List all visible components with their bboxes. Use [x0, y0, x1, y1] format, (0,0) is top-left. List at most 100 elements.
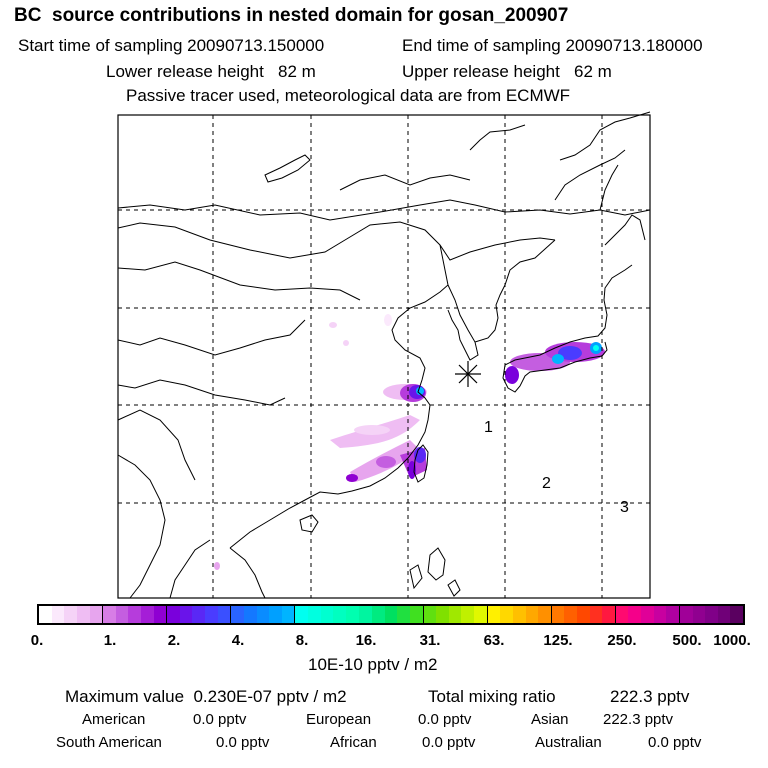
- color-swatch: [217, 606, 231, 623]
- color-swatch: [140, 606, 154, 623]
- color-segment: [231, 606, 296, 623]
- scale-tick: 63.: [483, 632, 505, 649]
- color-swatch: [269, 606, 282, 623]
- map-frame: [117, 114, 651, 599]
- color-swatch: [551, 606, 565, 623]
- color-segment: [423, 606, 488, 623]
- marker-3: 3: [620, 499, 629, 516]
- color-swatch: [615, 606, 629, 623]
- color-swatch: [436, 606, 449, 623]
- scale-tick: 1000.: [713, 632, 751, 649]
- region-name: European: [306, 711, 372, 728]
- color-segment: [39, 606, 104, 623]
- scale-tick: 31.: [419, 632, 441, 649]
- color-swatch: [115, 606, 129, 623]
- color-swatch: [577, 606, 590, 623]
- color-scale-bar: [37, 604, 745, 625]
- lower-release-height: Lower release height 82 m: [106, 62, 316, 81]
- color-segment: [615, 606, 680, 623]
- color-swatch: [256, 606, 270, 623]
- marker-2: 2: [542, 475, 551, 492]
- color-swatch: [281, 606, 295, 623]
- color-swatch: [500, 606, 513, 623]
- color-swatch: [564, 606, 577, 623]
- color-swatch: [705, 606, 718, 623]
- plume-field: [214, 314, 605, 570]
- scale-tick: 2.: [167, 632, 181, 649]
- color-swatch: [359, 606, 373, 623]
- lat-lon-grid: [118, 115, 650, 598]
- color-swatch: [666, 606, 679, 623]
- color-swatch: [628, 606, 642, 623]
- color-swatch: [602, 606, 615, 623]
- color-swatch: [103, 606, 116, 623]
- color-swatch: [717, 606, 731, 623]
- color-segment: [167, 606, 232, 623]
- color-segment: [679, 606, 744, 623]
- color-swatch: [679, 606, 693, 623]
- color-swatch: [474, 606, 487, 623]
- color-segment: [103, 606, 168, 623]
- color-swatch: [372, 606, 385, 623]
- scale-tick: 500.: [672, 632, 702, 649]
- page-title: BC source contributions in nested domain…: [14, 5, 569, 26]
- scale-tick: 125.: [543, 632, 573, 649]
- color-swatch: [295, 606, 308, 623]
- sampling-end-label: End time of sampling 20090713.180000: [402, 36, 703, 55]
- color-swatch: [409, 606, 423, 623]
- color-swatch: [231, 606, 244, 623]
- color-swatch: [192, 606, 206, 623]
- color-swatch: [128, 606, 141, 623]
- color-swatch: [64, 606, 77, 623]
- color-swatch: [641, 606, 654, 623]
- color-swatch: [730, 606, 744, 623]
- region-value: 222.3 pptv: [603, 711, 674, 728]
- color-swatch: [308, 606, 321, 623]
- scale-tick: 8.: [295, 632, 309, 649]
- color-swatch: [692, 606, 706, 623]
- color-swatch: [589, 606, 603, 623]
- region-name: Asian: [531, 711, 569, 728]
- marker-1: 1: [484, 419, 493, 436]
- color-segment: [487, 606, 552, 623]
- region-name: South American: [56, 734, 162, 751]
- color-segment: [551, 606, 616, 623]
- region-value: 0.0 pptv: [418, 711, 472, 728]
- color-swatch: [205, 606, 218, 623]
- color-swatch: [345, 606, 359, 623]
- region-value: 0.0 pptv: [422, 734, 476, 751]
- tracer-info: Passive tracer used, meteorological data…: [126, 86, 571, 105]
- color-swatch: [89, 606, 103, 623]
- color-swatch: [538, 606, 551, 623]
- color-swatch: [525, 606, 539, 623]
- color-swatch: [653, 606, 667, 623]
- color-swatch: [333, 606, 346, 623]
- release-site-star: [455, 361, 481, 387]
- max-value-label: Maximum value 0.230E-07 pptv / m2: [65, 687, 347, 706]
- region-name: African: [330, 734, 377, 751]
- scale-tick: 4.: [231, 632, 245, 649]
- color-swatch: [448, 606, 462, 623]
- color-segment: [295, 606, 360, 623]
- region-name: Australian: [535, 734, 602, 751]
- color-swatch: [423, 606, 437, 623]
- region-value: 0.0 pptv: [193, 711, 247, 728]
- total-mixing-value: 222.3 pptv: [610, 687, 690, 706]
- scale-tick: 0.: [30, 632, 44, 649]
- color-swatch: [243, 606, 257, 623]
- color-swatch: [153, 606, 167, 623]
- color-swatch: [179, 606, 193, 623]
- color-segment: [359, 606, 424, 623]
- color-swatch: [76, 606, 90, 623]
- region-name: American: [82, 711, 146, 728]
- color-swatch: [487, 606, 501, 623]
- map-panel: 1 2 3: [117, 111, 651, 599]
- color-swatch: [397, 606, 410, 623]
- color-swatch: [512, 606, 526, 623]
- color-swatch: [384, 606, 398, 623]
- scale-tick: 1.: [103, 632, 117, 649]
- color-swatch: [167, 606, 180, 623]
- scale-unit: 10E-10 pptv / m2: [308, 655, 438, 674]
- sampling-start-label: Start time of sampling 20090713.150000: [18, 36, 325, 55]
- total-mixing-label: Total mixing ratio: [428, 687, 556, 706]
